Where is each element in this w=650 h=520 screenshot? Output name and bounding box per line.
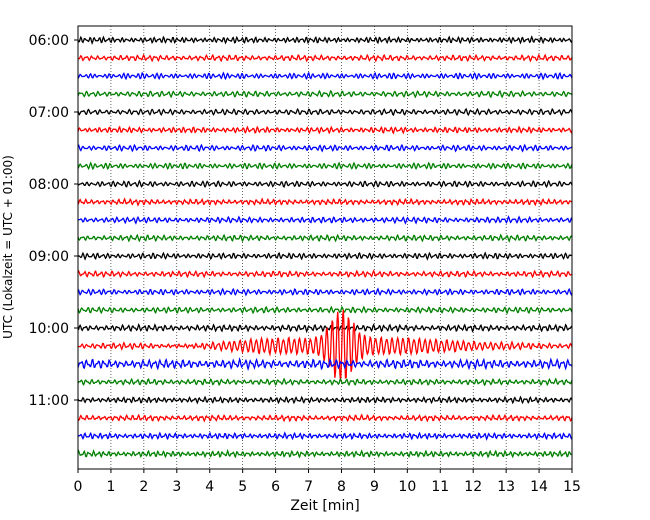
trace-0800 [77,179,573,189]
trace-1015 [77,309,573,382]
trace-1145 [77,448,573,459]
trace-0915 [77,269,573,279]
x-axis-ticks: 0 1 2 3 4 5 6 7 8 9 10 11 12 13 14 15 [74,469,581,495]
seismogram-traces [77,35,573,459]
trace-0700 [77,107,573,117]
trace-0815 [77,197,573,207]
trace-0645 [77,89,573,99]
x-tick-label: 10 [398,479,416,495]
y-tick-label: 08:00 [29,177,69,193]
x-tick-label: 4 [205,479,214,495]
trace-0900 [77,251,573,261]
x-tick-label: 13 [497,479,515,495]
trace-0630 [77,71,573,81]
x-tick-label: 9 [370,479,379,495]
trace-1115 [77,413,573,423]
x-tick-label: 1 [106,479,115,495]
y-axis-label: UTC (Lokalzeit = UTC + 01:00) [1,155,15,339]
y-tick-label: 06:00 [29,33,69,49]
x-tick-label: 12 [464,479,482,495]
trace-0745 [77,161,573,171]
trace-1130 [77,431,573,441]
trace-1000 [77,322,573,334]
x-tick-label: 14 [530,479,548,495]
trace-0615 [77,53,573,63]
trace-0600 [77,35,573,45]
trace-1030 [77,356,573,372]
plot-frame [77,25,573,470]
x-tick-label: 2 [139,479,148,495]
x-tick-label: 11 [431,479,449,495]
x-tick-label: 6 [271,479,280,495]
trace-0830 [77,215,573,225]
trace-1045 [77,377,573,387]
x-tick-label: 5 [238,479,247,495]
y-tick-label: 10:00 [29,321,69,337]
x-tick-label: 15 [563,479,581,495]
x-axis-label: Zeit [min] [290,498,359,514]
x-tick-label: 3 [172,479,181,495]
trace-0845 [77,233,573,243]
trace-1100 [77,395,573,405]
y-tick-label: 07:00 [29,105,69,121]
y-tick-label: 11:00 [29,393,69,409]
trace-0715 [77,125,573,135]
y-axis-ticks: 06:00 07:00 08:00 09:00 10:00 11:00 [29,33,78,409]
grid-lines [110,26,540,469]
trace-0930 [77,287,573,297]
x-tick-label: 7 [304,479,313,495]
y-tick-label: 09:00 [29,249,69,265]
trace-0945 [77,305,573,315]
x-tick-label: 8 [337,479,346,495]
x-tick-label: 0 [74,479,83,495]
trace-0730 [77,143,573,153]
